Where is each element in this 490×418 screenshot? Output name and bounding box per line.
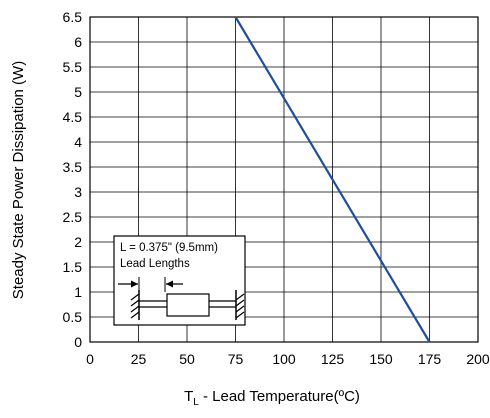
component-body-icon bbox=[166, 293, 210, 317]
y-tick-label: 6.5 bbox=[63, 9, 83, 25]
plot-area-border bbox=[89, 16, 479, 343]
x-tick-label: 75 bbox=[228, 351, 244, 367]
tick-labels: 0 0.5 1 1.5 2 2.5 3 3.5 4 4.5 5 5.5 6 6.5 0 25 50 75 100 12… bbox=[63, 9, 490, 367]
x-axis-title-subscript: L bbox=[193, 397, 199, 408]
x-axis-title-main: T bbox=[184, 388, 193, 405]
derating-curve bbox=[234, 16, 431, 343]
lead-length-inset: L = 0.375" (9.5mm) Lead Lengths bbox=[113, 235, 246, 326]
inset-line-2: Lead Lengths bbox=[120, 258, 190, 270]
y-tick-label: 3 bbox=[74, 184, 82, 200]
y-tick-label: 4 bbox=[74, 134, 82, 150]
x-tick-label: 125 bbox=[321, 351, 345, 367]
x-axis-title: TL - Lead Temperature(ºC) bbox=[184, 388, 360, 408]
inset-line-1: L = 0.375" (9.5mm) bbox=[120, 242, 218, 254]
left-hatch-icon bbox=[130, 293, 140, 319]
y-tick-label: 0.5 bbox=[63, 309, 83, 325]
left-arrow-icon bbox=[131, 280, 138, 288]
y-axis-title: Steady State Power Dissipation (W) bbox=[10, 61, 27, 299]
y-tick-label: 2 bbox=[74, 234, 82, 250]
y-tick-label: 1.5 bbox=[63, 259, 83, 275]
right-hatch-icon bbox=[235, 293, 245, 319]
x-axis-title-rest: - Lead Temperature(ºC) bbox=[199, 388, 360, 405]
y-tick-label: 4.5 bbox=[63, 109, 83, 125]
y-tick-label: 5 bbox=[74, 84, 82, 100]
x-tick-label: 0 bbox=[86, 351, 94, 367]
x-tick-label: 25 bbox=[131, 351, 147, 367]
x-tick-label: 175 bbox=[418, 351, 442, 367]
y-tick-label: 5.5 bbox=[63, 59, 83, 75]
y-tick-label: 6 bbox=[74, 34, 82, 50]
x-tick-label: 150 bbox=[369, 351, 393, 367]
x-tick-label: 200 bbox=[466, 351, 490, 367]
x-tick-label: 50 bbox=[179, 351, 195, 367]
y-tick-label: 3.5 bbox=[63, 159, 83, 175]
y-tick-label: 0 bbox=[74, 334, 82, 350]
series-layer bbox=[234, 16, 431, 343]
x-tick-label: 100 bbox=[272, 351, 296, 367]
y-tick-label: 2.5 bbox=[63, 209, 83, 225]
y-tick-label: 1 bbox=[74, 284, 82, 300]
